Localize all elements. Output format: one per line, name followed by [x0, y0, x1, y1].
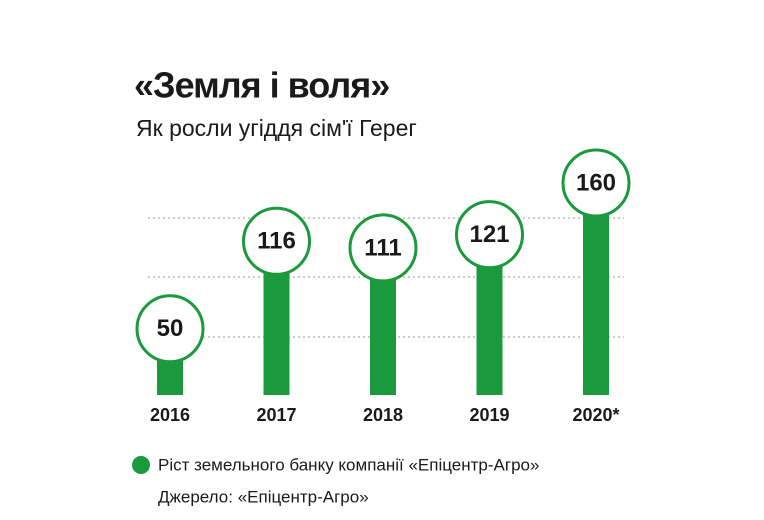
x-tick-label: 2018: [363, 405, 403, 425]
data-label: 160: [576, 169, 616, 196]
x-tick-label: 2019: [469, 405, 509, 425]
x-tick-label: 2017: [256, 405, 296, 425]
legend-label: Ріст земельного банку компанії «Епіцентр…: [158, 455, 539, 474]
legend-marker: [132, 456, 150, 474]
bar: [583, 183, 609, 395]
value-badge: [561, 148, 631, 218]
chart-subtitle: Як росли угіддя сім'ї Герег: [136, 115, 417, 141]
data-label: 50: [157, 315, 184, 342]
data-label: 121: [469, 221, 509, 248]
value-badge: [455, 200, 524, 270]
x-tick-label: 2016: [150, 405, 190, 425]
source-note: Джерело: «Епіцентр-Агро»: [158, 487, 369, 506]
data-label: 111: [364, 234, 401, 261]
data-label: 116: [257, 228, 296, 255]
plot-area: 50 2016 116 2017 111 2018 121 2019 160 2020*: [135, 148, 631, 425]
value-badge: [348, 213, 418, 283]
value-badge: [242, 206, 311, 276]
value-badge: [135, 294, 205, 364]
chart-title: «Земля і воля»: [134, 65, 389, 106]
x-tick-label: 2020*: [572, 405, 619, 425]
